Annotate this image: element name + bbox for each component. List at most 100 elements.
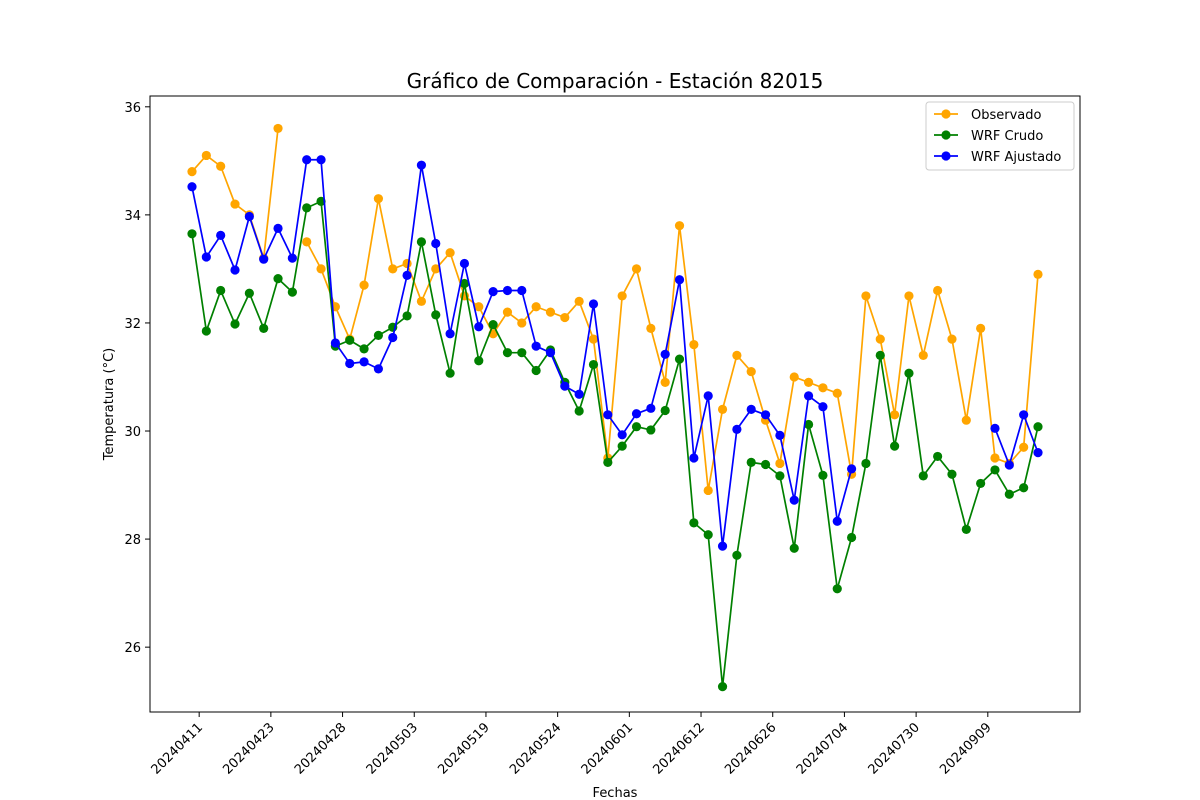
data-point [1019, 442, 1029, 452]
data-point [703, 485, 713, 496]
data-point [402, 311, 412, 321]
data-point [1019, 410, 1029, 420]
data-point [990, 453, 1000, 463]
data-point [588, 334, 599, 344]
data-point [459, 278, 470, 289]
data-point [631, 264, 642, 274]
x-tick-label: 20240503 [364, 720, 421, 777]
data-point [775, 471, 785, 481]
data-point [631, 409, 642, 419]
data-point [216, 285, 226, 296]
data-point [1019, 483, 1029, 493]
series-line [191, 158, 1039, 547]
data-point [703, 391, 713, 401]
x-tick-label: 20240524 [507, 720, 564, 777]
y-tick-label: 34 [124, 209, 141, 224]
data-point [431, 310, 441, 320]
data-point [431, 264, 441, 274]
x-axis: 20240411 20240423 20240428 20240503 20240519… [149, 712, 995, 778]
data-point [316, 264, 326, 274]
y-tick-label: 30 [124, 425, 141, 440]
data-point [660, 405, 670, 416]
legend-marker [941, 151, 951, 161]
data-point [674, 275, 685, 285]
data-point [517, 285, 527, 296]
data-point [373, 364, 384, 374]
data-point [631, 422, 642, 432]
data-point [302, 237, 312, 247]
series-wrf-ajustado [187, 155, 1043, 551]
data-point [574, 406, 584, 416]
data-point [617, 291, 627, 301]
series-line [191, 128, 1039, 492]
data-point [230, 319, 240, 329]
data-point [201, 326, 211, 336]
data-point [531, 302, 541, 312]
legend-label: WRF Ajustado [971, 150, 1061, 165]
x-tick-label: 20240428 [292, 720, 349, 777]
data-point [689, 339, 699, 350]
data-point [732, 424, 742, 434]
x-tick-label: 20240612 [650, 720, 707, 777]
series-line [191, 200, 1039, 688]
data-point [789, 495, 799, 505]
data-point [416, 160, 427, 170]
data-point [187, 182, 197, 192]
x-axis-label: Fechas [593, 786, 638, 800]
data-point [445, 368, 455, 378]
data-point [660, 349, 670, 359]
data-point [803, 377, 814, 387]
legend-marker [941, 109, 951, 119]
chart-title: Gráfico de Comparación - Estación 82015 [407, 69, 824, 93]
data-point [588, 299, 599, 309]
data-point [359, 280, 369, 290]
data-point [947, 469, 957, 479]
legend-box [925, 101, 1075, 171]
data-point [560, 381, 570, 391]
data-point [316, 155, 326, 165]
series-layer [187, 123, 1043, 692]
data-point [474, 302, 484, 312]
data-point [517, 318, 527, 328]
data-point [273, 123, 283, 134]
x-tick-label: 20240601 [579, 720, 636, 777]
data-point [187, 167, 197, 177]
data-point [803, 391, 814, 401]
data-point [187, 229, 197, 239]
data-point [474, 322, 484, 332]
data-point [588, 359, 599, 370]
x-tick-label: 20240909 [937, 720, 994, 777]
data-point [373, 194, 384, 204]
data-point [976, 323, 986, 333]
data-point [201, 252, 211, 262]
y-axis: 26 28 30 32 34 36 [124, 101, 150, 656]
data-point [990, 423, 1000, 433]
data-point [287, 287, 297, 297]
data-point [890, 441, 900, 451]
x-tick-label: 20240411 [149, 720, 206, 777]
data-point [832, 388, 842, 398]
data-point [359, 357, 369, 367]
data-point [732, 550, 742, 560]
data-point [1033, 269, 1043, 279]
x-tick-label: 20240626 [722, 720, 779, 777]
data-point [502, 285, 513, 296]
data-point [560, 312, 570, 323]
data-point [875, 334, 885, 344]
data-point [760, 459, 771, 470]
data-point [717, 682, 728, 692]
x-tick-label: 20240423 [220, 720, 277, 777]
data-point [760, 410, 771, 420]
data-point [689, 518, 699, 528]
data-point [617, 430, 627, 440]
data-point [259, 254, 269, 264]
data-point [545, 348, 556, 358]
data-point [273, 274, 283, 284]
data-point [431, 238, 441, 249]
data-point [359, 344, 369, 354]
legend-marker [941, 130, 951, 140]
data-point [574, 389, 584, 399]
data-point [832, 516, 842, 526]
data-point [918, 471, 928, 481]
